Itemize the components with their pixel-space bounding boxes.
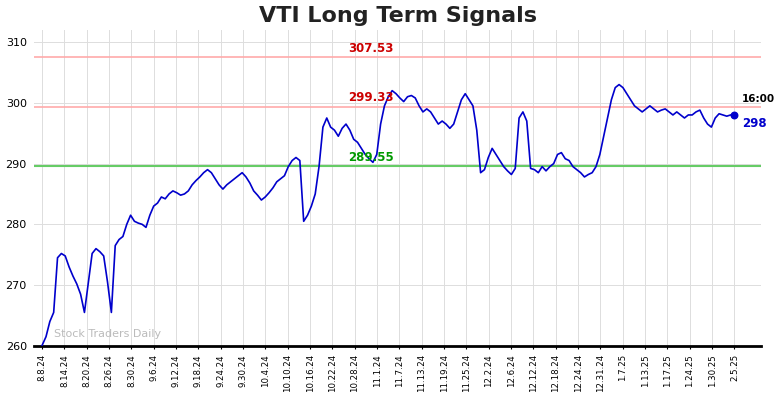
Text: 298: 298 — [742, 117, 767, 130]
Title: VTI Long Term Signals: VTI Long Term Signals — [259, 6, 537, 25]
Text: 289.55: 289.55 — [348, 151, 394, 164]
Text: 299.33: 299.33 — [348, 92, 394, 104]
Text: 16:00: 16:00 — [742, 94, 775, 104]
Text: 307.53: 307.53 — [348, 42, 394, 55]
Text: Stock Traders Daily: Stock Traders Daily — [53, 329, 161, 339]
Point — [728, 112, 741, 118]
